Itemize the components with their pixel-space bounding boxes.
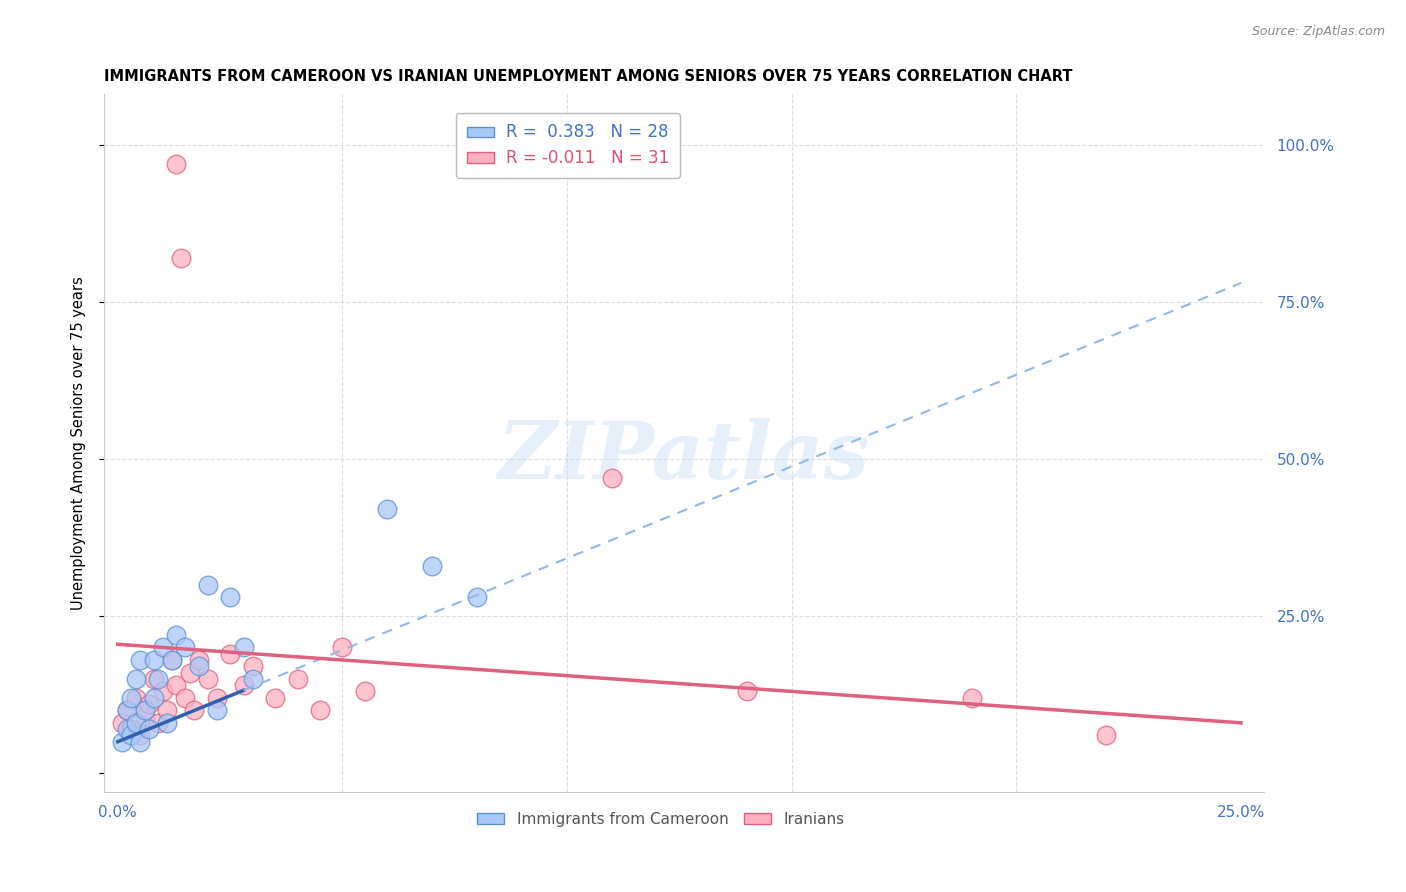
Point — [134, 709, 156, 723]
Point — [219, 647, 242, 661]
Point — [138, 697, 160, 711]
Point — [205, 703, 228, 717]
Point — [170, 251, 193, 265]
Point — [111, 734, 134, 748]
Point — [111, 715, 134, 730]
Point — [174, 690, 197, 705]
Point — [148, 715, 170, 730]
Point — [152, 684, 174, 698]
Point — [242, 672, 264, 686]
Point — [219, 590, 242, 604]
Point — [160, 653, 183, 667]
Point — [129, 728, 152, 742]
Point — [115, 703, 138, 717]
Point — [309, 703, 332, 717]
Point — [332, 640, 354, 655]
Point — [600, 471, 623, 485]
Point — [129, 734, 152, 748]
Point — [129, 653, 152, 667]
Point — [125, 715, 148, 730]
Point — [179, 665, 201, 680]
Point — [125, 672, 148, 686]
Point — [142, 672, 165, 686]
Point — [187, 659, 209, 673]
Point — [377, 502, 399, 516]
Point — [142, 690, 165, 705]
Point — [120, 722, 142, 736]
Point — [735, 684, 758, 698]
Point — [120, 728, 142, 742]
Point — [156, 715, 179, 730]
Point — [242, 659, 264, 673]
Point — [125, 690, 148, 705]
Point — [183, 703, 205, 717]
Point — [287, 672, 309, 686]
Point — [960, 690, 983, 705]
Text: ZIPatlas: ZIPatlas — [498, 418, 870, 496]
Point — [156, 703, 179, 717]
Point — [120, 690, 142, 705]
Text: Source: ZipAtlas.com: Source: ZipAtlas.com — [1251, 25, 1385, 38]
Point — [205, 690, 228, 705]
Point — [187, 653, 209, 667]
Point — [264, 690, 287, 705]
Point — [138, 722, 160, 736]
Point — [232, 678, 254, 692]
Point — [197, 672, 219, 686]
Point — [148, 672, 170, 686]
Point — [465, 590, 488, 604]
Point — [1095, 728, 1118, 742]
Point — [142, 653, 165, 667]
Point — [165, 156, 187, 170]
Point — [165, 678, 187, 692]
Point — [420, 558, 443, 573]
Point — [232, 640, 254, 655]
Point — [165, 628, 187, 642]
Point — [152, 640, 174, 655]
Point — [115, 703, 138, 717]
Text: IMMIGRANTS FROM CAMEROON VS IRANIAN UNEMPLOYMENT AMONG SENIORS OVER 75 YEARS COR: IMMIGRANTS FROM CAMEROON VS IRANIAN UNEM… — [104, 69, 1073, 84]
Point — [354, 684, 377, 698]
Point — [174, 640, 197, 655]
Point — [160, 653, 183, 667]
Point — [115, 722, 138, 736]
Point — [197, 577, 219, 591]
Point — [134, 703, 156, 717]
Legend: Immigrants from Cameroon, Iranians: Immigrants from Cameroon, Iranians — [471, 806, 851, 833]
Y-axis label: Unemployment Among Seniors over 75 years: Unemployment Among Seniors over 75 years — [72, 277, 86, 610]
